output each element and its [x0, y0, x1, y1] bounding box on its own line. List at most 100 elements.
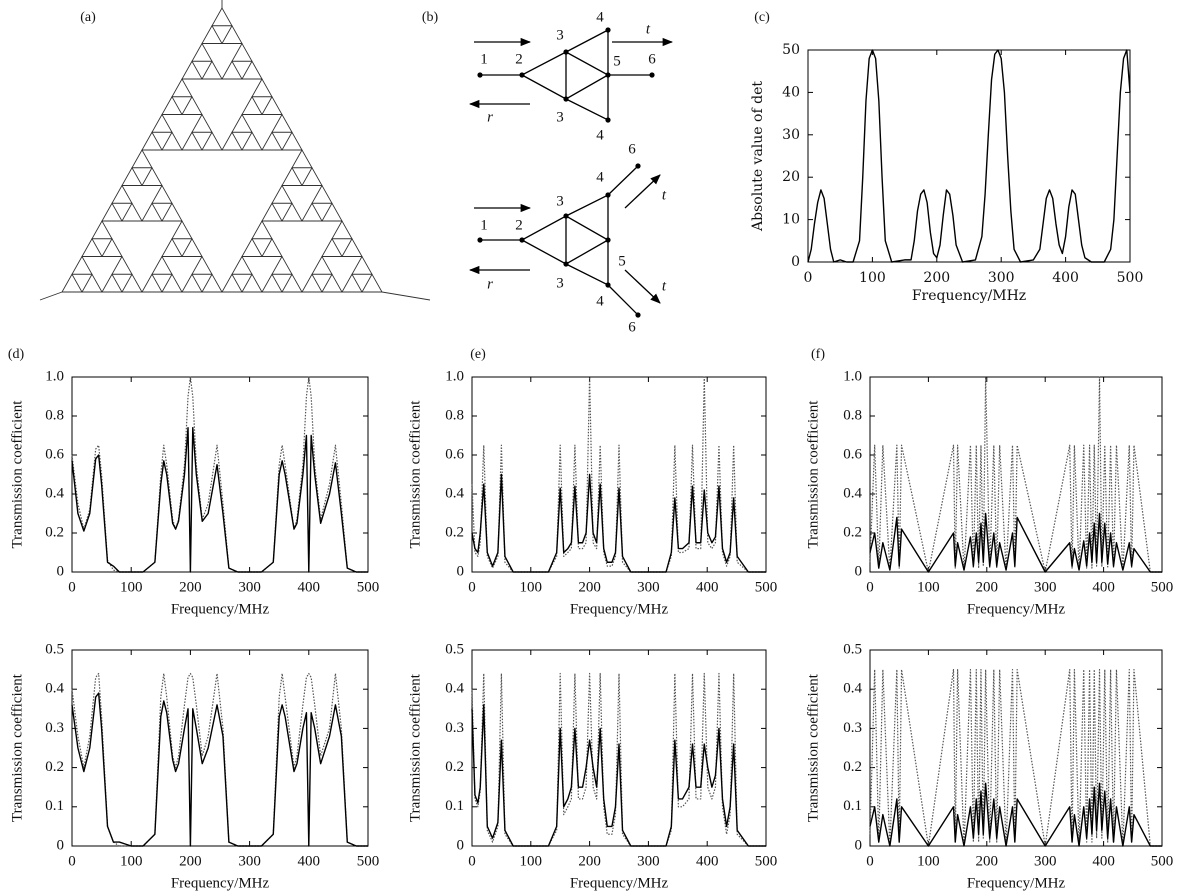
y-tick-label: 0.4: [445, 485, 464, 501]
x-tick-label: 200: [179, 853, 202, 869]
sierpinski-cell: [171, 220, 193, 240]
sierpinski-cell: [61, 273, 83, 293]
x-tick-label: 300: [637, 853, 660, 869]
sierpinski-cell: [321, 202, 343, 222]
sierpinski-cell: [211, 7, 233, 27]
x-tick-label: 0: [68, 579, 76, 595]
plot-frame: [807, 49, 1131, 263]
sierpinski-cell: [301, 273, 323, 293]
node: [477, 237, 483, 243]
node: [635, 312, 641, 318]
y-tick-label: 0: [57, 563, 65, 579]
y-tick-label: 0.2: [45, 759, 64, 775]
sierpinski-cell: [81, 273, 103, 293]
data-line: [869, 512, 1162, 573]
y-tick-label: 0: [57, 837, 65, 853]
plot-frame: [869, 649, 1163, 847]
sierpinski-cell: [171, 78, 193, 98]
y-tick-label: 20: [782, 169, 800, 185]
x-tick-label: 0: [468, 579, 476, 595]
x-tick-label: 400: [1052, 270, 1079, 286]
sierpinski-cell: [111, 255, 133, 275]
sierpinski-cell: [281, 202, 303, 222]
node-label: 4: [596, 127, 604, 143]
sierpinski-cell: [291, 149, 313, 169]
sierpinski-cell: [101, 202, 123, 222]
x-tick-label: 0: [804, 270, 813, 286]
x-tick-label: 500: [1117, 270, 1144, 286]
x-tick-label: 300: [988, 270, 1015, 286]
y-tick-label: 30: [782, 127, 800, 143]
node-label: 1: [480, 217, 488, 233]
sierpinski-cell: [191, 42, 213, 62]
y-tick-label: 10: [782, 212, 800, 228]
data-line: [71, 692, 368, 847]
sierpinski-cell: [261, 202, 283, 222]
sierpinski-cell: [201, 24, 223, 44]
sierpinski-cell: [221, 273, 243, 293]
network-diagram-bottom: [468, 165, 661, 316]
y-tick-label: 0.2: [445, 759, 464, 775]
y-tick-label: 0.6: [843, 446, 862, 462]
y-tick-label: 0.4: [445, 681, 464, 697]
panel-label: (c): [754, 10, 770, 25]
sierpinski-cell: [221, 24, 243, 44]
data-line: [471, 704, 766, 847]
x-axis-label: Frequency/MHz: [912, 288, 1026, 304]
y-tick-label: 40: [782, 84, 800, 100]
node-label: t: [662, 278, 667, 294]
sierpinski-cell: [251, 78, 273, 98]
node-label: 6: [628, 141, 636, 157]
sierpinski-cell: [121, 273, 143, 293]
y-tick-label: 0: [855, 837, 863, 853]
sierpinski-cell: [261, 273, 283, 293]
y-tick-label: 0.1: [445, 798, 464, 814]
sierpinski-cell: [321, 273, 343, 293]
node: [519, 72, 525, 78]
node: [605, 237, 611, 243]
sierpinski-cell: [331, 220, 353, 240]
x-axis-label: Frequency/MHz: [570, 601, 669, 617]
node-label: r: [487, 276, 493, 292]
panel-label: (e): [470, 347, 486, 362]
node-label: 6: [628, 319, 636, 335]
sierpinski-cell: [101, 273, 123, 293]
x-axis-label: Frequency/MHz: [967, 601, 1066, 617]
y-tick-label: 0: [457, 563, 465, 579]
y-tick-label: 0.5: [843, 641, 862, 657]
network-diagram-top: [468, 28, 674, 122]
sierpinski-cell: [111, 184, 133, 204]
data-line: [471, 473, 766, 573]
x-tick-label: 400: [696, 579, 719, 595]
sierpinski-cell: [361, 273, 383, 293]
x-tick-label: 100: [120, 579, 143, 595]
y-tick-label: 0.6: [445, 446, 464, 462]
y-tick-label: 0.2: [843, 524, 862, 540]
x-tick-label: 400: [696, 853, 719, 869]
x-axis-label: Frequency/MHz: [171, 875, 270, 891]
sierpinski-cell: [161, 95, 183, 115]
x-tick-label: 500: [357, 853, 380, 869]
x-tick-label: 300: [1034, 579, 1057, 595]
sierpinski-cell: [281, 273, 303, 293]
y-tick-label: 0.2: [45, 524, 64, 540]
sierpinski-cell: [241, 237, 263, 257]
x-tick-label: 100: [859, 270, 886, 286]
node-label: 3: [556, 275, 564, 291]
sierpinski-cell: [121, 202, 143, 222]
sierpinski-cell: [181, 60, 203, 80]
y-axis-label: Transmission coefficient: [805, 673, 821, 822]
sierpinski-cell: [341, 237, 363, 257]
node-label: r: [487, 109, 493, 125]
sierpinski-cell: [161, 131, 183, 151]
x-tick-label: 200: [578, 853, 601, 869]
data-line: [807, 49, 1131, 263]
sierpinski-cell: [341, 273, 363, 293]
plot-frame: [869, 376, 1163, 573]
y-tick-label: 1.0: [45, 368, 64, 384]
node-label: 5: [618, 253, 626, 269]
sierpinski-cell: [311, 255, 333, 275]
y-tick-label: 0.2: [445, 524, 464, 540]
x-tick-label: 100: [520, 853, 543, 869]
data-line: [869, 782, 1162, 847]
